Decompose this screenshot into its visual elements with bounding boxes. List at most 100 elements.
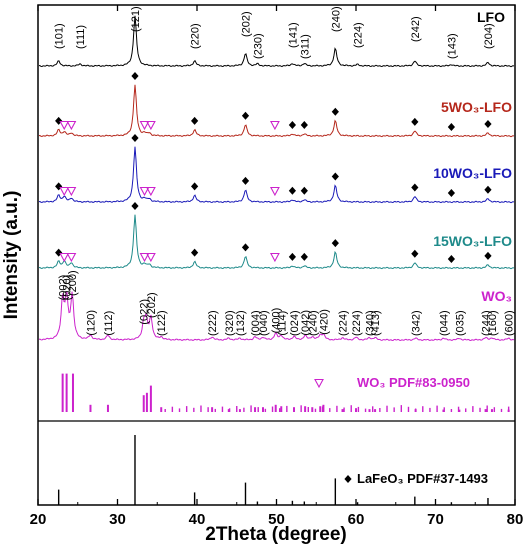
- wo3-marker: [145, 186, 156, 197]
- hkl-label: (004): [250, 310, 262, 336]
- x-tick-label: 30: [109, 511, 126, 528]
- hkl-label: (242): [410, 16, 422, 42]
- lafeo3-marker: [484, 251, 492, 260]
- lafeo3-marker: [241, 111, 250, 120]
- series-label: 10WO₃-LFO: [433, 165, 512, 181]
- hkl-label: (114): [276, 311, 288, 336]
- hkl-label: (040): [258, 310, 270, 336]
- lafeo3-marker: [55, 248, 63, 257]
- pattern-line: [38, 84, 515, 138]
- hkl-label: (121): [130, 6, 142, 32]
- series-wo3: WO₃(002)(020)(200)(120) (112) (022)(202)(1…: [38, 270, 516, 342]
- hkl-label: (022): [139, 299, 151, 325]
- reference-wo3: WO₃ PDF#83-0950: [61, 373, 510, 412]
- series-5wo3-lfo: 5WO₃-LFO: [38, 72, 515, 138]
- hkl-label: (230): [252, 33, 264, 59]
- hkl-label: (224): [353, 22, 365, 48]
- lafeo3-marker: [191, 116, 199, 125]
- wo3-markers: [59, 252, 280, 263]
- lafeo3-marker: [300, 120, 308, 129]
- x-tick-label: 20: [30, 511, 47, 528]
- pattern-line: [38, 146, 515, 204]
- pattern-line: [38, 214, 515, 270]
- lafeo3-marker: [447, 189, 455, 197]
- hkl-label: (112): [103, 311, 115, 336]
- wo3-markers: [59, 186, 280, 197]
- hkl-label: (002): [58, 275, 70, 301]
- wo3-markers: [59, 120, 280, 131]
- hkl-label: (413): [370, 310, 382, 336]
- series-label: WO₃: [481, 288, 512, 304]
- lafeo3-marker: [447, 255, 455, 263]
- lafeo3-marker: [331, 239, 339, 248]
- hkl-label: (042): [300, 310, 312, 336]
- series-lfo: LFO (101) (111) (121) (220) (202)(230) (141) (3…: [38, 6, 515, 68]
- hkl-labels: (002)(020)(200) (120) (112) (022)(202)(122)…: [58, 270, 516, 336]
- hkl-label: (244): [481, 310, 493, 336]
- lafeo3-marker: [241, 176, 250, 185]
- hkl-label: (202): [240, 11, 252, 37]
- axes: 20 30 40 50 60 70 80: [30, 5, 524, 528]
- hkl-label: (044): [438, 310, 450, 336]
- hkl-label: (320): [224, 310, 236, 336]
- plot-frame: [37, 4, 516, 506]
- lafeo3-marker: [484, 185, 492, 194]
- hkl-label: (311): [299, 34, 311, 59]
- hkl-label: (222): [207, 310, 219, 336]
- x-tick-label: 80: [507, 511, 524, 528]
- hkl-label: (420): [318, 309, 330, 335]
- reference-lafeo3: LaFeO₃ PDF#37-1493: [57, 435, 489, 505]
- lafeo3-marker: [331, 107, 339, 116]
- wo3-marker: [145, 120, 156, 131]
- lafeo3-marker: [288, 120, 296, 129]
- series-label: 15WO₃-LFO: [433, 233, 512, 249]
- wo3-marker: [139, 252, 150, 263]
- lafeo3-marker: [300, 186, 308, 195]
- hkl-label: (340): [365, 310, 377, 336]
- hkl-label: (200): [67, 270, 79, 296]
- x-tick-label: 40: [189, 511, 206, 528]
- lafeo3-marker: [131, 202, 139, 210]
- wo3-marker: [59, 120, 70, 131]
- pattern-line: [38, 291, 515, 342]
- hkl-label: (204): [483, 23, 495, 49]
- y-axis-title: Intensity (a.u.): [1, 191, 22, 320]
- hkl-label: (101): [54, 23, 66, 49]
- wo3-marker: [59, 252, 70, 263]
- lafeo3-marker: [191, 248, 199, 257]
- lafeo3-marker: [55, 116, 63, 125]
- lafeo3-marker: [411, 183, 419, 192]
- series-15wo3-lfo: 15WO₃-LFO: [38, 202, 515, 270]
- pattern-line: [38, 15, 515, 68]
- lafeo3-marker: [55, 182, 63, 191]
- x-axis-title: 2Theta (degree): [205, 524, 346, 545]
- x-tick-label: 50: [268, 511, 285, 528]
- lafeo3-marker: [131, 134, 139, 142]
- reference-label: LaFeO₃ PDF#37-1493: [357, 471, 488, 486]
- wo3-marker: [66, 120, 77, 131]
- lafeo3-marker: [288, 186, 296, 195]
- wo3-marker: [269, 120, 280, 131]
- lafeo3-markers: [55, 134, 492, 197]
- reference-label: WO₃ PDF#83-0950: [357, 375, 470, 390]
- wo3-marker: [269, 186, 280, 197]
- lafeo3-legend-marker: [344, 475, 352, 483]
- lafeo3-marker: [411, 249, 419, 258]
- lafeo3-marker: [191, 182, 199, 191]
- series-label: 5WO₃-LFO: [441, 99, 512, 115]
- lafeo3-marker: [288, 252, 296, 261]
- plot-area: LFO(101) (111)(121)(220) (202)(230) (141) (3…: [38, 6, 516, 505]
- wo3-marker: [269, 252, 280, 263]
- hkl-label: (220): [190, 23, 202, 49]
- hkl-label: (143): [446, 33, 458, 59]
- hkl-label: (020): [62, 275, 74, 301]
- hkl-label: (024): [289, 310, 301, 336]
- lafeo3-marker: [411, 117, 419, 126]
- hkl-label: (122): [156, 310, 168, 336]
- wo3-marker: [139, 186, 150, 197]
- hkl-label: (240): [307, 310, 319, 336]
- wo3-marker: [145, 252, 156, 263]
- wo3-marker: [66, 186, 77, 197]
- lafeo3-marker: [447, 123, 455, 131]
